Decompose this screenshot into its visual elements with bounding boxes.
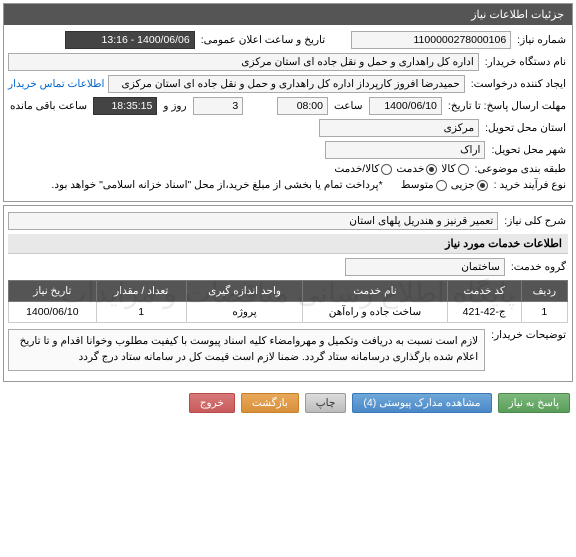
deadline-time: 08:00 [277, 97, 328, 115]
row-subject-type: طبقه بندی موضوعی: کالا خدمت کالا/خدمت [8, 163, 568, 175]
remaining-label: ساعت باقی مانده [8, 100, 89, 112]
creator-field: حمیدرضا افروز کارپرداز اداره کل راهداری … [108, 75, 464, 93]
back-label: بازگشت [252, 397, 288, 409]
buyer-notes-box: لازم است نسبت به دریافت وتکمیل و مهروامض… [8, 329, 485, 371]
back-button[interactable]: بازگشت [241, 393, 299, 413]
buyer-label: نام دستگاه خریدار: [483, 56, 568, 68]
row-group: گروه خدمت: ساختمان [8, 258, 568, 276]
process-note: *پرداخت تمام یا بخشی از مبلغ خرید،از محل… [49, 179, 384, 191]
city-field: اراک [325, 141, 485, 159]
td-name: ساخت جاده و راه‌آهن [303, 302, 447, 323]
days-field: 3 [193, 97, 244, 115]
td-qty: 1 [96, 302, 186, 323]
detail-panel: شرح کلی نیاز: تعمیر قرنیز و هندریل پلهای… [3, 205, 573, 382]
respond-button[interactable]: پاسخ به نیاز [498, 393, 570, 413]
radio-icon-selected [426, 164, 437, 175]
th-date: تاریخ نیاز [9, 281, 97, 302]
td-index: 1 [521, 302, 567, 323]
desc-label: شرح کلی نیاز: [502, 215, 568, 227]
time-label-1: ساعت [332, 100, 365, 112]
radio-icon [458, 164, 469, 175]
row-province: استان محل تحویل: مرکزی [8, 119, 568, 137]
table-row: 1 ج-42-421 ساخت جاده و راه‌آهن پروژه 1 1… [9, 302, 568, 323]
need-number-field: 1100000278000106 [351, 31, 511, 49]
radio-khadmat[interactable]: خدمت [396, 163, 437, 175]
row-process-type: نوع فرآیند خرید : جزیی متوسط *پرداخت تما… [8, 179, 568, 191]
need-number-label: شماره نیاز: [515, 34, 568, 46]
row-buyer-notes: توضیحات خریدار: لازم است نسبت به دریافت … [8, 329, 568, 371]
radio-kala-khadmat-label: کالا/خدمت [334, 163, 379, 175]
announce-value: 1400/06/06 - 13:16 [65, 31, 195, 49]
days-label: روز و [161, 100, 188, 112]
td-unit: پروژه [186, 302, 303, 323]
radio-motavaset-label: متوسط [401, 179, 434, 191]
view-attachments-button[interactable]: مشاهده مدارک پیوستی (4) [352, 393, 491, 413]
province-field: مرکزی [319, 119, 479, 137]
view-attach-label: مشاهده مدارک پیوستی [379, 397, 480, 409]
announce-label: تاریخ و ساعت اعلان عمومی: [199, 34, 327, 46]
respond-label: پاسخ به نیاز [509, 397, 559, 409]
desc-field: تعمیر قرنیز و هندریل پلهای استان [8, 212, 498, 230]
row-creator: ایجاد کننده درخواست: حمیدرضا افروز کارپر… [8, 75, 568, 93]
button-row: پاسخ به نیاز مشاهده مدارک پیوستی (4) چاپ… [0, 385, 576, 421]
city-label: شهر محل تحویل: [489, 144, 568, 156]
province-label: استان محل تحویل: [483, 122, 568, 134]
radio-icon-selected [477, 180, 488, 191]
buyer-field: اداره کل راهداری و حمل و نقل جاده ای است… [8, 53, 479, 71]
creator-label: ایجاد کننده درخواست: [469, 78, 568, 90]
attach-count: (4) [363, 397, 376, 409]
th-name: نام خدمت [303, 281, 447, 302]
group-field: ساختمان [345, 258, 505, 276]
subject-type-label: طبقه بندی موضوعی: [473, 163, 568, 175]
row-deadline: مهلت ارسال پاسخ: تا تاریخ: 1400/06/10 سا… [8, 97, 568, 115]
th-unit: واحد اندازه گیری [186, 281, 303, 302]
radio-icon [381, 164, 392, 175]
group-label: گروه خدمت: [509, 261, 568, 273]
row-buyer: نام دستگاه خریدار: اداره کل راهداری و حم… [8, 53, 568, 71]
print-label: چاپ [316, 397, 336, 409]
th-qty: تعداد / مقدار [96, 281, 186, 302]
radio-kala-khadmat[interactable]: کالا/خدمت [334, 163, 392, 175]
row-city: شهر محل تحویل: اراک [8, 141, 568, 159]
info-panel: جزئیات اطلاعات نیاز شماره نیاز: 11000002… [3, 3, 573, 202]
th-code: کد خدمت [447, 281, 521, 302]
radio-icon [436, 180, 447, 191]
exit-label: خروج [200, 397, 224, 409]
td-code: ج-42-421 [447, 302, 521, 323]
radio-khadmat-label: خدمت [396, 163, 424, 175]
services-title: اطلاعات خدمات مورد نیاز [8, 234, 568, 254]
radio-kala-label: کالا [441, 163, 455, 175]
th-index: ردیف [521, 281, 567, 302]
radio-jozi-label: جزیی [451, 179, 475, 191]
table-header-row: ردیف کد خدمت نام خدمت واحد اندازه گیری ت… [9, 281, 568, 302]
deadline-date: 1400/06/10 [369, 97, 442, 115]
radio-jozi[interactable]: جزیی [451, 179, 488, 191]
panel-body-2: شرح کلی نیاز: تعمیر قرنیز و هندریل پلهای… [4, 206, 572, 381]
remaining-time: 18:35:15 [93, 97, 157, 115]
radio-motavaset[interactable]: متوسط [401, 179, 447, 191]
panel-body-1: شماره نیاز: 1100000278000106 تاریخ و ساع… [4, 25, 572, 201]
deadline-label: مهلت ارسال پاسخ: تا تاریخ: [446, 100, 568, 112]
process-type-label: نوع فرآیند خرید : [492, 179, 568, 191]
td-date: 1400/06/10 [9, 302, 97, 323]
services-table: ردیف کد خدمت نام خدمت واحد اندازه گیری ت… [8, 280, 568, 323]
row-need-number: شماره نیاز: 1100000278000106 تاریخ و ساع… [8, 31, 568, 49]
exit-button[interactable]: خروج [189, 393, 235, 413]
panel-title: جزئیات اطلاعات نیاز [4, 4, 572, 25]
buyer-notes-label: توضیحات خریدار: [489, 329, 568, 341]
print-button[interactable]: چاپ [305, 393, 347, 413]
contact-link[interactable]: اطلاعات تماس خریدار [8, 78, 104, 90]
radio-kala[interactable]: کالا [441, 163, 468, 175]
row-desc: شرح کلی نیاز: تعمیر قرنیز و هندریل پلهای… [8, 212, 568, 230]
